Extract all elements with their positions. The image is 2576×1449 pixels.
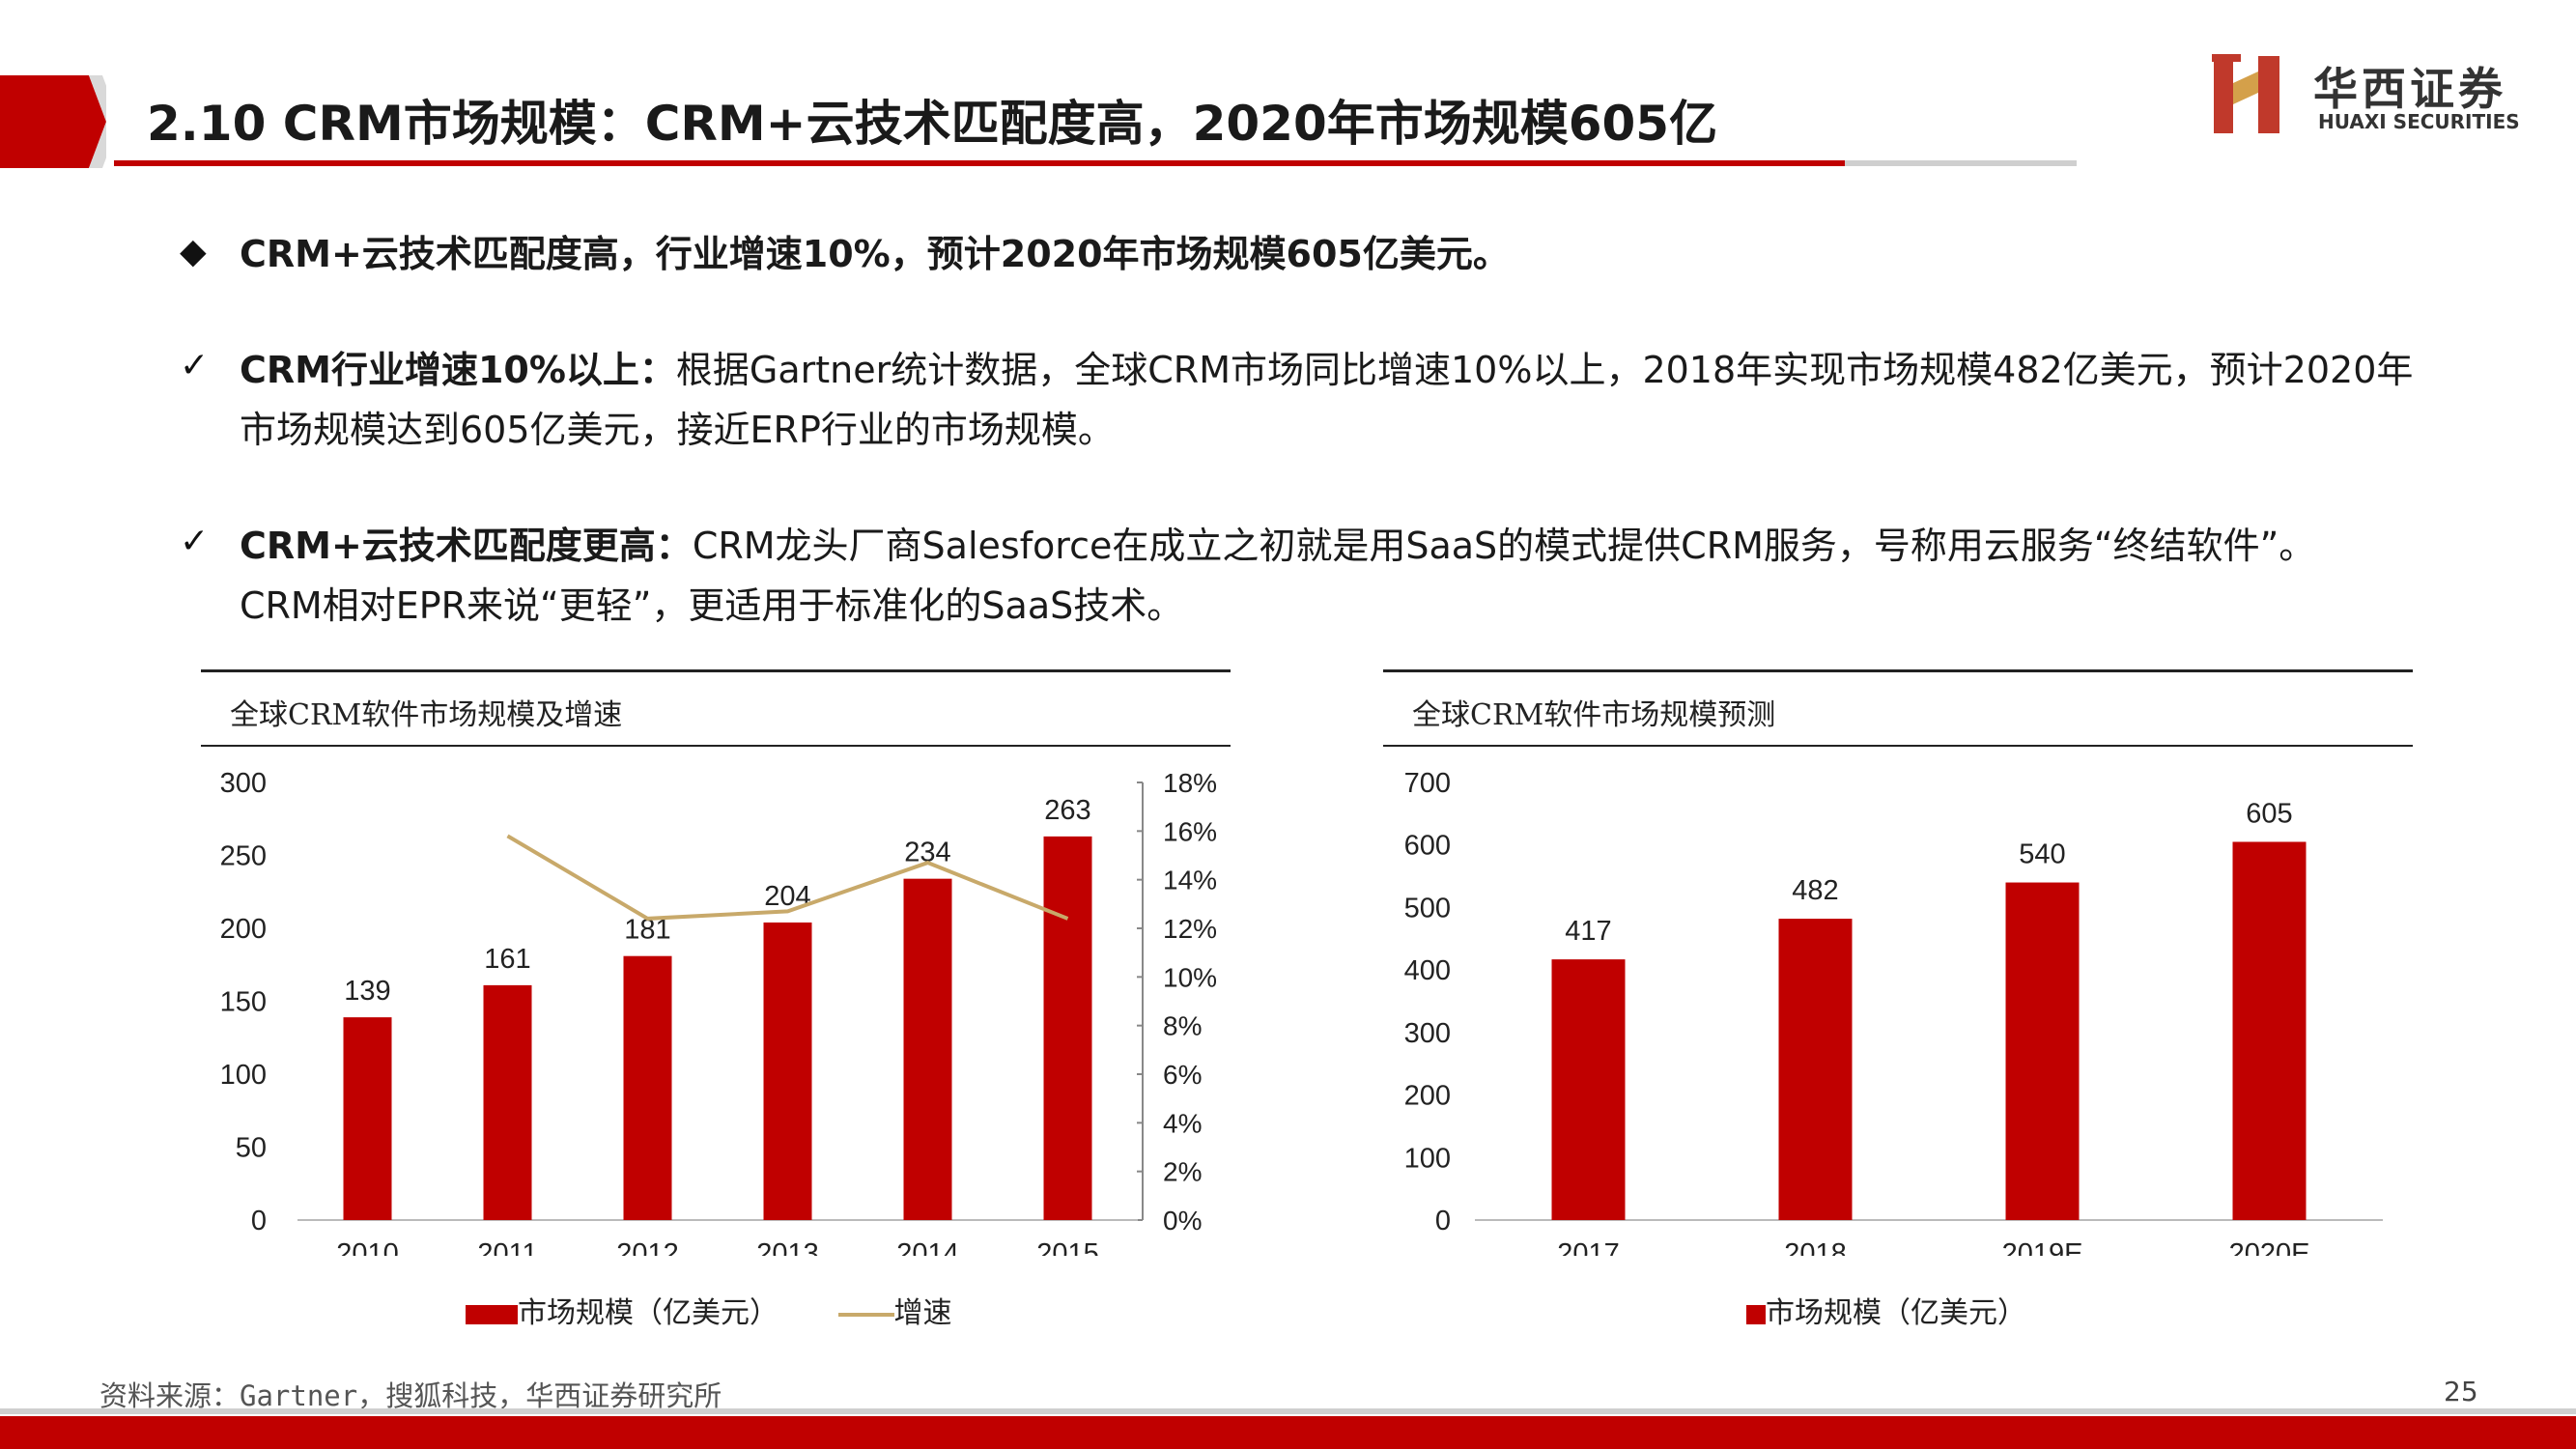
logo-text-en: HUAXI SECURITIES xyxy=(2318,110,2520,133)
bar-market-size xyxy=(763,922,812,1220)
legend-bar-swatch xyxy=(1746,1305,1766,1324)
y-axis-tick-label: 0 xyxy=(251,1206,267,1236)
y-axis-tick-label: 200 xyxy=(220,914,267,945)
y-axis-tick-label: 600 xyxy=(1404,831,1451,862)
chart2-title-rule xyxy=(1383,745,2413,747)
chart1-title-rule xyxy=(201,745,1231,747)
y-axis-tick-label: 150 xyxy=(220,987,267,1018)
legend-line-swatch xyxy=(837,1313,894,1317)
chart1-plot: 0 50 100 150 200 250 300 0% 2% 4% 6% 8% 10% 12% 14% 16%… xyxy=(220,768,1217,1256)
bar-market-size xyxy=(343,1017,392,1220)
bar-market-size-forecast xyxy=(1778,919,1853,1220)
secondary-axis-tick-label: 0% xyxy=(1163,1206,1202,1236)
logo-text-cn: 华西证券 xyxy=(2313,63,2506,115)
huaxi-logo-icon xyxy=(2212,54,2279,133)
chart2-legend: 市场规模（亿美元） xyxy=(1746,1289,2026,1331)
bullet-item-cloud-heading: CRM+云技术匹配度更高： xyxy=(240,525,693,567)
x-axis-tick-label: 2014 xyxy=(896,1238,959,1256)
header-divider-red xyxy=(114,160,1845,166)
y-axis-tick-label: 0 xyxy=(1435,1206,1451,1236)
legend-line-label: 增速 xyxy=(893,1296,952,1330)
legend-bar-label: 市场规模（亿美元） xyxy=(518,1296,778,1330)
y-axis-tick-label: 250 xyxy=(220,841,267,872)
bar-data-label: 417 xyxy=(1565,916,1611,947)
chart2-title: 全球CRM软件市场规模预测 xyxy=(1412,698,1776,732)
x-axis-tick-label: 2017 xyxy=(1557,1238,1620,1256)
header-arrow-icon xyxy=(0,75,106,168)
source-note: 资料来源：Gartner，搜狐科技，华西证券研究所 xyxy=(99,1379,722,1412)
chart1-title: 全球CRM软件市场规模及增速 xyxy=(230,698,623,732)
y-axis-tick-label: 50 xyxy=(236,1133,267,1164)
chart2-top-rule xyxy=(1383,669,2413,672)
y-axis-tick-label: 200 xyxy=(1404,1081,1451,1112)
bar-market-size xyxy=(1043,836,1092,1220)
bar-market-size-forecast xyxy=(2232,841,2307,1220)
bar-data-label: 482 xyxy=(1792,875,1838,906)
secondary-axis-tick-label: 14% xyxy=(1163,866,1217,895)
x-axis-tick-label: 2011 xyxy=(477,1238,537,1256)
x-axis-tick-label: 2013 xyxy=(756,1238,819,1256)
secondary-axis-tick-label: 8% xyxy=(1163,1011,1202,1041)
x-axis-tick-label: 2018 xyxy=(1784,1238,1847,1256)
footer-bar xyxy=(0,1416,2576,1449)
bullet-item-growth: CRM行业增速10%以上：根据Gartner统计数据，全球CRM市场同比增速10… xyxy=(240,340,2432,460)
secondary-axis-tick-label: 6% xyxy=(1163,1060,1202,1090)
y-axis-tick-label: 300 xyxy=(220,768,267,799)
bar-data-label: 139 xyxy=(344,976,390,1007)
secondary-axis-tick-label: 10% xyxy=(1163,962,1217,992)
x-axis-tick-label: 2015 xyxy=(1036,1238,1099,1256)
main-bullet: CRM+云技术匹配度高，行业增速10%，预计2020年市场规模605亿美元。 xyxy=(240,233,1510,275)
bar-data-label: 161 xyxy=(484,944,530,975)
chart2-plot: 0 100 200 300 400 500 600 700 417 2017 482 2018 540 2… xyxy=(1404,768,2383,1256)
page-title: 2.10 CRM市场规模：CRM+云技术匹配度高，2020年市场规模605亿 xyxy=(147,96,1718,152)
bar-market-size xyxy=(903,878,952,1220)
secondary-axis-tick-label: 12% xyxy=(1163,914,1217,944)
bar-data-label: 605 xyxy=(2246,798,2292,829)
bar-market-size xyxy=(623,955,672,1220)
bullet-item-growth-text-2: 市场规模达到605亿美元，接近ERP行业的市场规模。 xyxy=(240,409,1115,451)
bullet-item-cloud-text: CRM龙头厂商Salesforce在成立之初就是用SaaS的模式提供CRM服务，… xyxy=(692,525,2316,567)
y-axis-tick-label: 400 xyxy=(1404,955,1451,986)
growth-rate-line xyxy=(506,834,1069,921)
x-axis-tick-label: 2012 xyxy=(616,1238,679,1256)
bar-data-label: 540 xyxy=(2019,839,2065,870)
bar-market-size-forecast xyxy=(1551,959,1626,1220)
bar-data-label: 263 xyxy=(1044,795,1090,826)
y-axis-tick-label: 500 xyxy=(1404,893,1451,923)
check-icon: ✓ xyxy=(180,346,210,385)
diamond-bullet-icon: ◆ xyxy=(180,232,207,271)
chart1-legend: 市场规模（亿美元） 增速 xyxy=(466,1289,952,1331)
bar-market-size xyxy=(483,984,532,1220)
footer-divider xyxy=(0,1408,2576,1414)
secondary-axis-tick-label: 2% xyxy=(1163,1157,1202,1187)
page-number: 25 xyxy=(2444,1376,2478,1407)
bullet-item-cloud-text-2: CRM相对EPR来说“更轻”，更适用于标准化的SaaS技术。 xyxy=(240,584,1184,627)
bullet-item-cloud: CRM+云技术匹配度更高：CRM龙头厂商Salesforce在成立之初就是用Sa… xyxy=(240,516,2432,636)
header-divider-grey xyxy=(1845,160,2077,166)
x-axis-tick-label: 2020E xyxy=(2229,1238,2310,1256)
x-axis-tick-label: 2019E xyxy=(2002,1238,2083,1256)
secondary-axis-tick-label: 18% xyxy=(1163,768,1217,798)
bar-market-size-forecast xyxy=(2005,882,2080,1220)
bullet-item-growth-heading: CRM行业增速10%以上： xyxy=(240,349,676,391)
secondary-axis-tick-label: 16% xyxy=(1163,816,1217,846)
chart1-top-rule xyxy=(201,669,1231,672)
bullet-item-growth-text: 根据Gartner统计数据，全球CRM市场同比增速10%以上，2018年实现市场… xyxy=(675,349,2414,391)
x-axis-tick-label: 2010 xyxy=(336,1238,399,1256)
check-icon: ✓ xyxy=(180,522,210,561)
y-axis-tick-label: 100 xyxy=(1404,1143,1451,1174)
y-axis-tick-label: 300 xyxy=(1404,1018,1451,1049)
y-axis-tick-label: 100 xyxy=(220,1060,267,1091)
secondary-axis-tick-label: 4% xyxy=(1163,1108,1202,1138)
legend-bar-swatch xyxy=(466,1305,518,1324)
legend-bar-label: 市场规模（亿美元） xyxy=(1766,1296,2026,1330)
y-axis-tick-label: 700 xyxy=(1404,768,1451,799)
